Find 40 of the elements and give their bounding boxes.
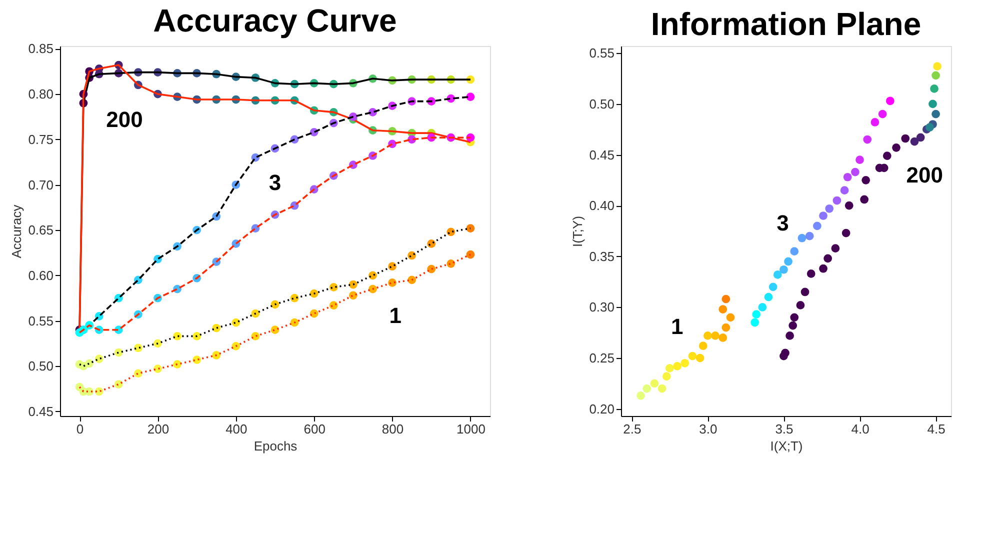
y-tick-label: 0.80	[28, 86, 54, 102]
x-tick-label: 2.5	[623, 422, 642, 436]
y-tick-label: 0.30	[589, 300, 614, 315]
annotation: 3	[776, 210, 789, 236]
y-tick-label: 0.65	[28, 222, 54, 238]
y-axis-title: I(T;Y)	[570, 216, 586, 248]
x-tick-label: 1000	[456, 422, 486, 436]
y-tick-label: 0.20	[589, 401, 614, 416]
y-tick-label: 0.35	[589, 248, 614, 264]
annotation: 200	[906, 162, 943, 188]
x-tick-label: 0	[76, 422, 84, 436]
y-tick-label: 0.25	[589, 350, 614, 366]
x-axis-title: Epochs	[254, 438, 298, 454]
annotation: 1	[670, 314, 684, 340]
x-tick-label: 4.5	[927, 422, 946, 436]
y-tick-label: 0.70	[28, 177, 54, 192]
y-tick-label: 0.85	[28, 41, 54, 56]
x-tick-label: 200	[147, 422, 170, 436]
annotation: 1	[389, 303, 402, 328]
annotation: 200	[106, 107, 143, 132]
x-tick-label: 600	[304, 422, 326, 436]
x-tick-label: 800	[382, 422, 404, 436]
y-tick-label: 0.75	[28, 132, 54, 147]
x-tick-label: 3.0	[699, 422, 718, 436]
chart-title: Information Plane	[650, 6, 922, 42]
chart-title: Accuracy Curve	[153, 2, 397, 39]
x-axis-title: I(X;T)	[770, 438, 803, 454]
y-tick-label: 0.50	[28, 358, 54, 374]
x-tick-label: 400	[226, 422, 248, 436]
y-tick-label: 0.45	[589, 147, 614, 162]
y-tick-label: 0.55	[589, 46, 614, 61]
y-tick-label: 0.55	[28, 313, 54, 328]
y-tick-label: 0.45	[28, 404, 54, 419]
y-axis-title: Accuracy	[9, 204, 24, 258]
annotation: 3	[268, 170, 282, 195]
x-tick-label: 3.5	[775, 422, 794, 436]
y-tick-label: 0.50	[589, 96, 614, 112]
x-tick-label: 4.0	[851, 422, 870, 436]
y-tick-label: 0.60	[28, 268, 54, 283]
y-tick-label: 0.40	[589, 198, 614, 214]
